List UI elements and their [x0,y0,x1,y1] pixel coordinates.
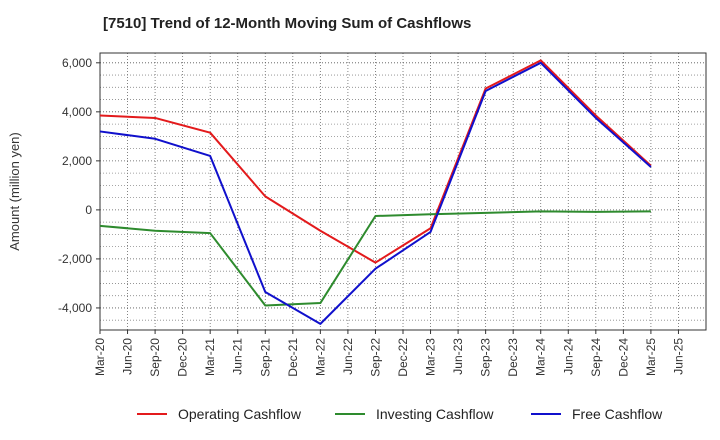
x-tick-label: Dec-23 [506,338,520,377]
y-tick-label: 2,000 [62,154,92,168]
series-layer [99,59,652,325]
x-tick-label: Jun-25 [671,338,685,375]
y-axis-title: Amount (million yen) [7,132,22,251]
x-tick-label: Jun-24 [561,338,575,375]
x-tick-label: Sep-22 [368,338,382,377]
x-tick-label: Mar-21 [203,338,217,376]
x-tick-label: Jun-22 [341,338,355,375]
x-tick-label: Mar-23 [424,338,438,376]
legend-label: Operating Cashflow [178,406,302,422]
x-tick-label: Dec-22 [396,338,410,377]
y-tick-label: 6,000 [62,56,92,70]
x-tick-label: Jun-23 [451,338,465,375]
x-tick-label: Sep-23 [479,338,493,377]
x-tick-label: Jun-21 [231,338,245,375]
x-tick-label: Mar-24 [534,338,548,376]
x-tick-label: Dec-20 [176,338,190,377]
x-tick-label: Sep-20 [148,338,162,377]
x-tick-label: Sep-24 [589,338,603,377]
series-line [99,210,651,307]
grid-layer [99,53,707,330]
x-tick-label: Mar-20 [93,338,107,376]
legend-label: Investing Cashflow [376,406,494,422]
x-tick-label: Sep-21 [258,338,272,377]
y-tick-label: -4,000 [58,301,92,315]
y-tick-label: 0 [85,203,92,217]
y-tick-label: 4,000 [62,105,92,119]
series-line [99,59,652,264]
x-tick-label: Mar-25 [644,338,658,376]
x-tick-label: Dec-21 [286,338,300,377]
x-tick-label: Dec-24 [616,338,630,377]
legend: Operating Cashflow Investing Cashflow Free… [137,406,663,422]
y-tick-label: -2,000 [58,252,92,266]
series-line [99,61,652,325]
chart-title: [7510] Trend of 12-Month Moving Sum of C… [103,15,472,32]
axis-layer: -4,000 -2,000 0 2,000 4,000 6,000 Mar-20 Jun-20… [7,52,707,377]
x-tick-label: Mar-22 [313,338,327,376]
x-tick-label: Jun-20 [121,338,135,375]
legend-label: Free Cashflow [572,406,663,422]
